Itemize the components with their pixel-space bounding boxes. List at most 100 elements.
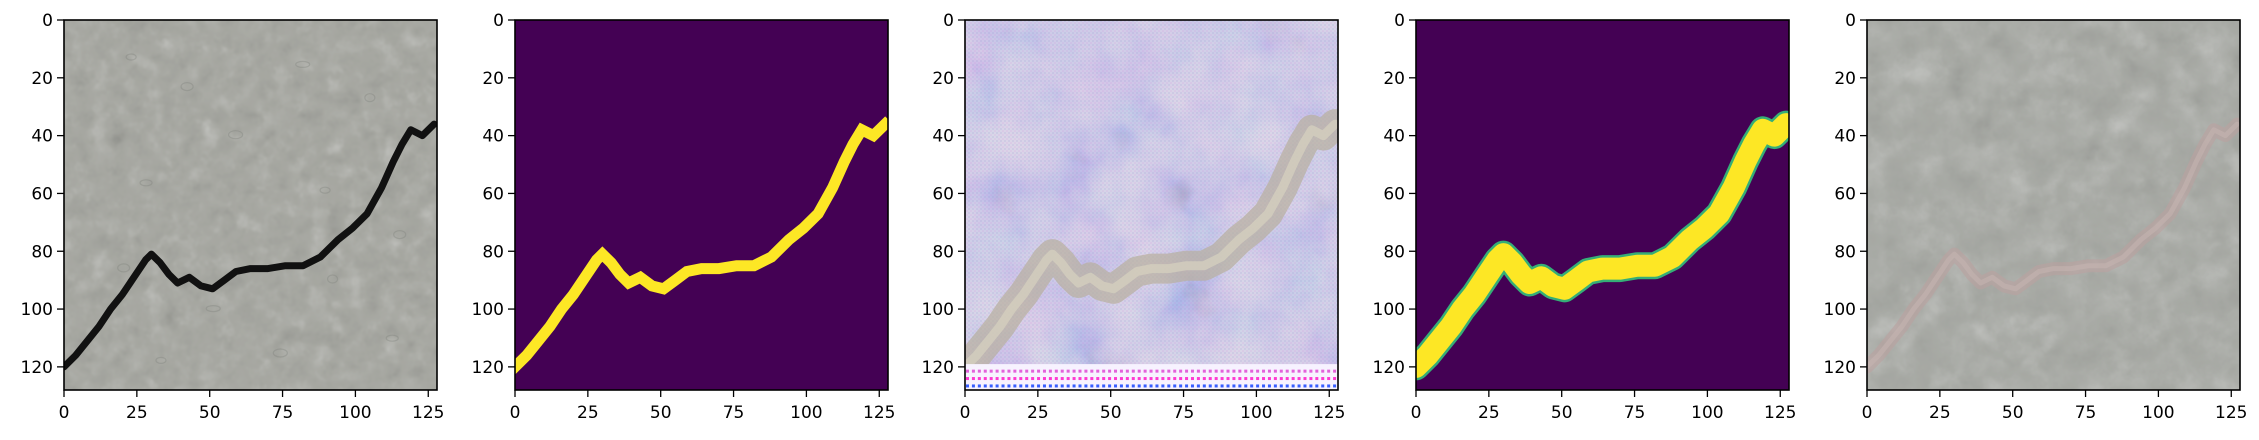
panel-2-x-tick-label: 75 [723,403,745,423]
panel-1-stone-pit [125,53,137,61]
panel-3-bottom-artifact-dot [1161,384,1165,388]
panel-3-bottom-artifact-dot [1025,377,1029,381]
panel-2 [515,20,888,390]
panel-3-bottom-artifact-dot [1102,369,1106,373]
panel-3-bottom-artifact-dot [1220,384,1224,388]
panel-3-bottom-artifact-dot [1309,369,1313,373]
panel-3-bottom-artifact-dot [1042,384,1046,388]
panel-2-x-tick-label: 25 [577,403,599,423]
panel-5-stone-background [1867,20,2240,390]
panel-3-bottom-artifact-dot [1185,384,1189,388]
panel-3-bottom-artifact-dot [1013,384,1017,388]
panel-3-y-tick-label: 100 [922,300,954,320]
panel-3-bottom-artifact-dot [1214,384,1218,388]
panel-3-bottom-artifact-dot [1084,369,1088,373]
panel-2-y-tick-label: 40 [482,127,504,147]
panel-3-bottom-artifact-dot [1149,377,1153,381]
panel-3-bottom-artifact-dot [1333,384,1337,388]
panel-3-bottom-artifact-dot [1037,377,1041,381]
panel-3-bottom-artifact-dot [995,369,999,373]
panel-2-x-tick-label: 100 [790,403,822,423]
panel-3-bottom-artifact-dot [1054,384,1058,388]
panel-3-bottom-artifact-dot [1250,377,1254,381]
panel-5-x-tick-label: 25 [1929,403,1951,423]
panel-3-bottom-artifact-dot [1108,384,1112,388]
panel-3-bottom-artifact-dot [1125,384,1129,388]
panel-3-bottom-artifact-dot [1108,369,1112,373]
panel-3-bottom-artifact-dot [1208,384,1212,388]
panel-3-bottom-artifact-dot [1143,369,1147,373]
panel-3-bottom-artifact-dot [966,369,969,373]
panel-3-bottom-artifact-dot [1173,369,1177,373]
panel-3-bottom-artifact-dot [1096,369,1100,373]
panel-3-bottom-artifact-dot [1125,369,1129,373]
panel-3-bottom-artifact-dot [1060,369,1064,373]
panel-2-y-tick-label: 60 [482,184,504,204]
panel-3-bottom-artifact-dot [1291,384,1295,388]
panel-3-bottom-artifact-dot [1137,369,1141,373]
panel-3-bottom-artifact-dot [1019,377,1023,381]
panel-3-bottom-artifact-dot [1256,384,1260,388]
panel-3-bottom-artifact-dot [1078,369,1082,373]
panel-3-bottom-artifact-dot [1196,377,1200,381]
panel-3-bottom-artifact-dot [1303,384,1307,388]
panel-4-y-tick-label: 40 [1383,127,1405,147]
panel-3-bottom-artifact-dot [1007,384,1011,388]
panel-3-bottom-artifact-dot [1297,384,1301,388]
panel-1-stone-pit [155,356,167,364]
panel-3-bottom-artifact-dot [977,384,981,388]
panel-3-bottom-artifact-dot [1291,369,1295,373]
panel-3-x-tick-label: 50 [1100,403,1122,423]
panel-3-bottom-artifact-dot [1202,369,1206,373]
panel-3-bottom-artifact-dot [1155,369,1159,373]
panel-3-bottom-artifact-dot [1321,377,1325,381]
panel-1-y-tick-label: 80 [31,242,53,262]
panel-4 [1416,20,1789,390]
panel-3-bottom-artifact-dot [1190,369,1194,373]
panel-1-stone-pit [227,130,244,140]
panel-3-bottom-artifact-dot [1137,384,1141,388]
panel-3-bottom-artifact-dot [1262,377,1266,381]
panel-3-bottom-artifact-dot [1321,384,1325,388]
panel-1-stone-pit [393,230,407,240]
panel-1-x-tick-label: 25 [126,403,148,423]
panel-4-y-tick-label: 100 [1373,300,1405,320]
panel-3-bottom-artifact-dot [983,369,987,373]
panel-3-bottom-artifact-dot [1054,377,1058,381]
panel-3-bottom-artifact-dot [1291,377,1295,381]
panel-3-bottom-artifact-dot [1001,369,1005,373]
panel-5 [1867,20,2240,390]
panel-3-bottom-artifact-dot [971,384,975,388]
panel-3-bottom-artifact-dot [1119,377,1123,381]
panel-3-y-tick-label: 60 [932,184,954,204]
panel-3-bottom-artifact-dot [1297,377,1301,381]
panel-3-bottom-artifact-dot [1072,377,1076,381]
panel-3-x-tick-label: 125 [1313,403,1345,423]
panel-3-bottom-artifact-dot [1190,384,1194,388]
panel-3-bottom-artifact-dot [1161,377,1165,381]
panel-3-bottom-artifact-dot [983,377,987,381]
panel-3-y-tick-label: 80 [932,242,954,262]
panel-3-bottom-artifact-dot [1226,369,1230,373]
panel-3-bottom-artifact-dot [1273,377,1277,381]
panel-4-y-tick-label: 60 [1383,184,1405,204]
panel-3-bottom-artifact-dot [1090,369,1094,373]
panel-3-bottom-artifact-dot [1060,384,1064,388]
panel-3-bottom-artifact-dot [1321,369,1325,373]
panel-4-x-tick-label: 0 [1411,403,1422,423]
panel-3-bottom-artifact-dot [1119,369,1123,373]
panel-3-bottom-artifact-dot [1244,369,1248,373]
panel-1-stone-pit [385,334,399,342]
panel-3-bottom-artifact-dot [1327,377,1331,381]
panel-3-bottom-artifact-dot [1333,369,1337,373]
panel-3-bottom-artifact-dot [1262,384,1266,388]
panel-3-generated-crack-core [965,119,1338,372]
panel-3-bottom-artifact-dot [1279,384,1283,388]
panel-4-y-tick-label: 0 [1394,11,1405,31]
panel-4-y-tick-label: 20 [1383,69,1405,89]
panel-3-bottom-artifact-dot [1048,384,1052,388]
panel-3-bottom-artifact-dot [1220,369,1224,373]
panel-1-y-tick-label: 40 [31,127,53,147]
panel-5-x-tick-label: 125 [2215,403,2247,423]
panel-3 [965,20,1338,390]
